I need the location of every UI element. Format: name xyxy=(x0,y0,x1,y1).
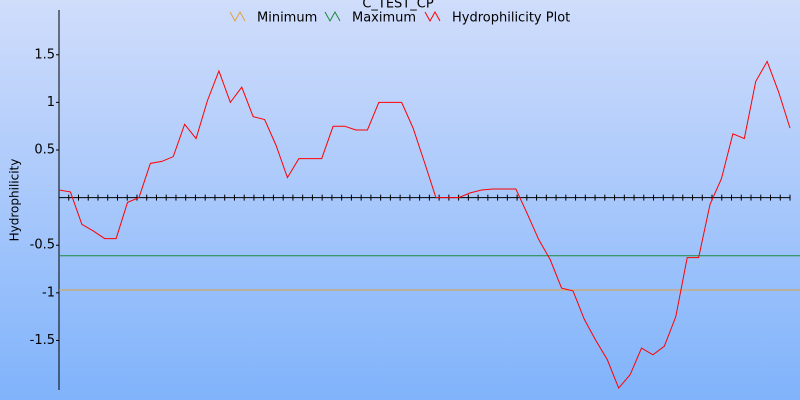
legend-label: Maximum xyxy=(352,11,416,26)
y-tick-label: 1 xyxy=(47,95,55,110)
legend-icon xyxy=(324,10,341,23)
data-line xyxy=(58,60,791,390)
chart-title: C_TEST_CP xyxy=(362,0,434,12)
legend-label: Minimum xyxy=(257,11,317,26)
y-axis-label: Hydrophilicity xyxy=(8,159,22,242)
y-tick-label: 1.5 xyxy=(34,47,55,62)
legend-label: Hydrophilicity Plot xyxy=(452,11,570,26)
y-tick-label: -1.5 xyxy=(30,333,55,348)
y-tick-label: -0.5 xyxy=(30,238,55,253)
y-tick-label: -1 xyxy=(42,285,55,300)
legend-icon xyxy=(229,10,246,23)
y-tick-label: 0.5 xyxy=(34,143,55,158)
legend-icon xyxy=(424,10,441,23)
